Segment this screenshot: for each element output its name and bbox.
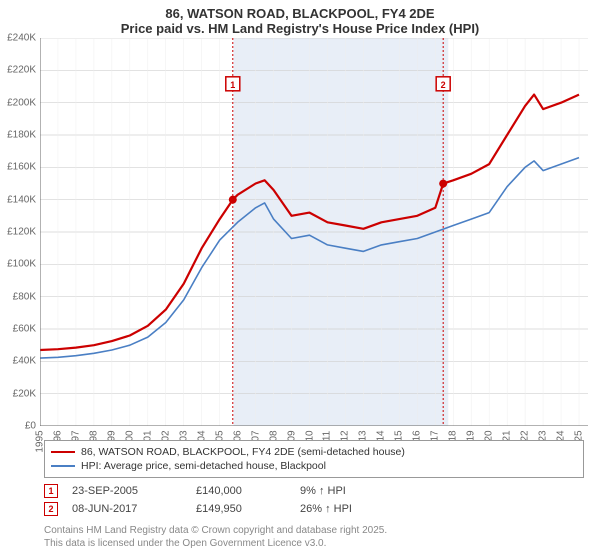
title-line-1: 86, WATSON ROAD, BLACKPOOL, FY4 2DE: [0, 6, 600, 21]
y-tick-label: £40K: [0, 356, 36, 367]
legend-row-hpi: HPI: Average price, semi-detached house,…: [51, 459, 577, 473]
y-tick-label: £120K: [0, 227, 36, 238]
y-tick-label: £180K: [0, 130, 36, 141]
line-chart: 12: [40, 38, 588, 426]
y-tick-label: £200K: [0, 97, 36, 108]
attribution: Contains HM Land Registry data © Crown c…: [44, 524, 584, 550]
legend-swatch-property: [51, 451, 75, 454]
sale-row-1: 1 23-SEP-2005 £140,000 9% ↑ HPI: [44, 482, 584, 500]
y-tick-label: £0: [0, 421, 36, 432]
chart-area: £0£20K£40K£60K£80K£100K£120K£140K£160K£1…: [40, 38, 600, 426]
legend-label-property: 86, WATSON ROAD, BLACKPOOL, FY4 2DE (sem…: [81, 446, 405, 458]
chart-title-block: 86, WATSON ROAD, BLACKPOOL, FY4 2DE Pric…: [0, 0, 600, 38]
sale-price-2: £149,950: [196, 503, 286, 515]
legend-row-property: 86, WATSON ROAD, BLACKPOOL, FY4 2DE (sem…: [51, 445, 577, 459]
y-tick-label: £100K: [0, 259, 36, 270]
sale-diff-1: 9% ↑ HPI: [300, 485, 390, 497]
sale-marker-1: 1: [44, 484, 58, 498]
sale-date-1: 23-SEP-2005: [72, 485, 182, 497]
sale-marker-2: 2: [44, 502, 58, 516]
title-line-2: Price paid vs. HM Land Registry's House …: [0, 21, 600, 36]
attribution-line-2: This data is licensed under the Open Gov…: [44, 537, 584, 550]
legend-label-hpi: HPI: Average price, semi-detached house,…: [81, 460, 326, 472]
sale-date-2: 08-JUN-2017: [72, 503, 182, 515]
svg-text:1: 1: [230, 80, 235, 90]
y-tick-label: £240K: [0, 33, 36, 44]
legend-box: 86, WATSON ROAD, BLACKPOOL, FY4 2DE (sem…: [44, 440, 584, 478]
y-tick-label: £140K: [0, 194, 36, 205]
y-axis: £0£20K£40K£60K£80K£100K£120K£140K£160K£1…: [0, 38, 38, 426]
sales-table: 1 23-SEP-2005 £140,000 9% ↑ HPI 2 08-JUN…: [44, 482, 584, 518]
svg-text:2: 2: [441, 80, 446, 90]
legend-swatch-hpi: [51, 465, 75, 468]
sale-diff-2: 26% ↑ HPI: [300, 503, 390, 515]
attribution-line-1: Contains HM Land Registry data © Crown c…: [44, 524, 584, 537]
y-tick-label: £160K: [0, 162, 36, 173]
sale-row-2: 2 08-JUN-2017 £149,950 26% ↑ HPI: [44, 500, 584, 518]
sale-price-1: £140,000: [196, 485, 286, 497]
y-tick-label: £220K: [0, 65, 36, 76]
y-tick-label: £60K: [0, 324, 36, 335]
y-tick-label: £80K: [0, 291, 36, 302]
y-tick-label: £20K: [0, 388, 36, 399]
